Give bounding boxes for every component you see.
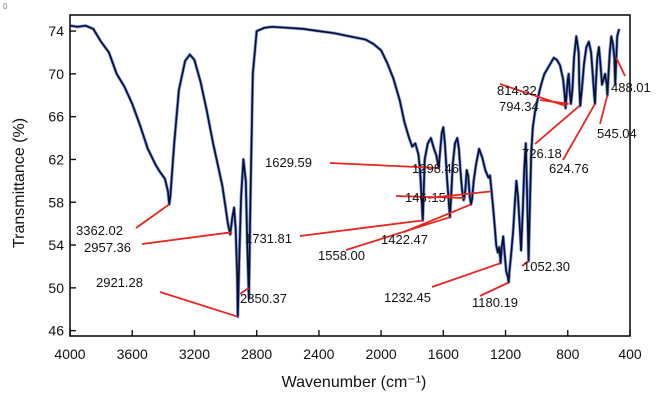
x-tick-label: 800 bbox=[556, 346, 580, 362]
peak-leader-line bbox=[427, 190, 491, 199]
x-axis-ticks: 4000 3600 3200 2800 2400 2000 1600 1200 800 400 bbox=[54, 330, 642, 362]
x-tick-label: 2800 bbox=[241, 346, 272, 362]
peak-leader-line bbox=[159, 291, 239, 318]
peak-label: 146 .15 bbox=[405, 190, 446, 205]
x-tick-label: 1600 bbox=[428, 346, 459, 362]
x-tick-label: 3600 bbox=[117, 346, 148, 362]
peak-leader-line bbox=[329, 162, 439, 169]
peak-leader-line bbox=[479, 281, 509, 297]
peak-annotations: 3362.02 2957.36 2921.28 2850.37 1731.81 1629.… bbox=[76, 57, 651, 318]
peak-label: 1298.46 bbox=[412, 161, 459, 176]
y-tick-label: 70 bbox=[48, 66, 64, 82]
peak-leader-line bbox=[239, 287, 250, 295]
x-tick-label: 4000 bbox=[54, 346, 85, 362]
peak-leader-line bbox=[299, 219, 423, 237]
x-tick-label: 1200 bbox=[490, 346, 521, 362]
peak-leader-line bbox=[141, 231, 233, 245]
peak-label: 1180.19 bbox=[472, 295, 518, 310]
peak-label: 1232.45 bbox=[384, 290, 431, 305]
y-tick-label: 62 bbox=[48, 151, 64, 167]
peak-leader-line bbox=[539, 99, 569, 105]
peak-leader-line bbox=[403, 203, 472, 233]
spectrum-line bbox=[69, 24, 620, 318]
peak-leader-line bbox=[345, 216, 451, 251]
peak-label: 726.18 bbox=[522, 146, 562, 161]
x-tick-label: 400 bbox=[618, 346, 642, 362]
y-tick-label: 50 bbox=[48, 280, 64, 296]
x-tick-label: 2400 bbox=[303, 346, 334, 362]
peak-label: 1422.47 bbox=[381, 232, 428, 247]
peak-label: 2957.36 bbox=[84, 240, 131, 255]
peak-leader-line bbox=[599, 95, 609, 125]
series-layer bbox=[69, 24, 621, 319]
x-tick-label: 2000 bbox=[366, 346, 397, 362]
y-tick-label: 58 bbox=[48, 194, 64, 210]
peak-leader-line bbox=[521, 260, 530, 267]
peak-label: 488.01 bbox=[611, 80, 651, 95]
x-tick-label: 3200 bbox=[179, 346, 210, 362]
plot-area bbox=[69, 14, 631, 337]
peak-leader-line bbox=[135, 203, 170, 229]
peak-leader-line bbox=[431, 262, 501, 288]
peak-label: 1629.59 bbox=[265, 155, 312, 170]
y-tick-label: 54 bbox=[48, 237, 64, 253]
peak-label: 624.76 bbox=[549, 161, 589, 176]
y-tick-label: 66 bbox=[48, 109, 64, 125]
peak-label: 814.32 bbox=[497, 83, 537, 98]
y-tick-label: 74 bbox=[48, 23, 64, 39]
peak-leader-line bbox=[615, 57, 626, 77]
peak-label: 3362.02 bbox=[76, 223, 123, 238]
peak-label: 2850.37 bbox=[240, 291, 287, 306]
peak-label: 1731.81 bbox=[245, 231, 292, 246]
peak-leader-line bbox=[562, 103, 596, 161]
peak-label: 1052.30 bbox=[523, 259, 570, 274]
peak-label: 1558.00 bbox=[318, 248, 365, 263]
x-axis-title: Wavenumber (cm⁻¹) bbox=[282, 374, 427, 391]
y-tick-label: 46 bbox=[48, 323, 64, 339]
peak-leader-line bbox=[534, 105, 580, 145]
plot-frame bbox=[69, 14, 631, 337]
peak-label: 2921.28 bbox=[96, 275, 143, 290]
y-axis-ticks: 46 50 54 58 62 66 70 74 bbox=[48, 23, 76, 339]
corner-mark: 0 bbox=[3, 2, 8, 11]
y-axis-title: Transmittance (%) bbox=[11, 118, 28, 248]
peak-label: 794.34 bbox=[499, 99, 539, 114]
peak-label: 545.04 bbox=[597, 126, 637, 141]
